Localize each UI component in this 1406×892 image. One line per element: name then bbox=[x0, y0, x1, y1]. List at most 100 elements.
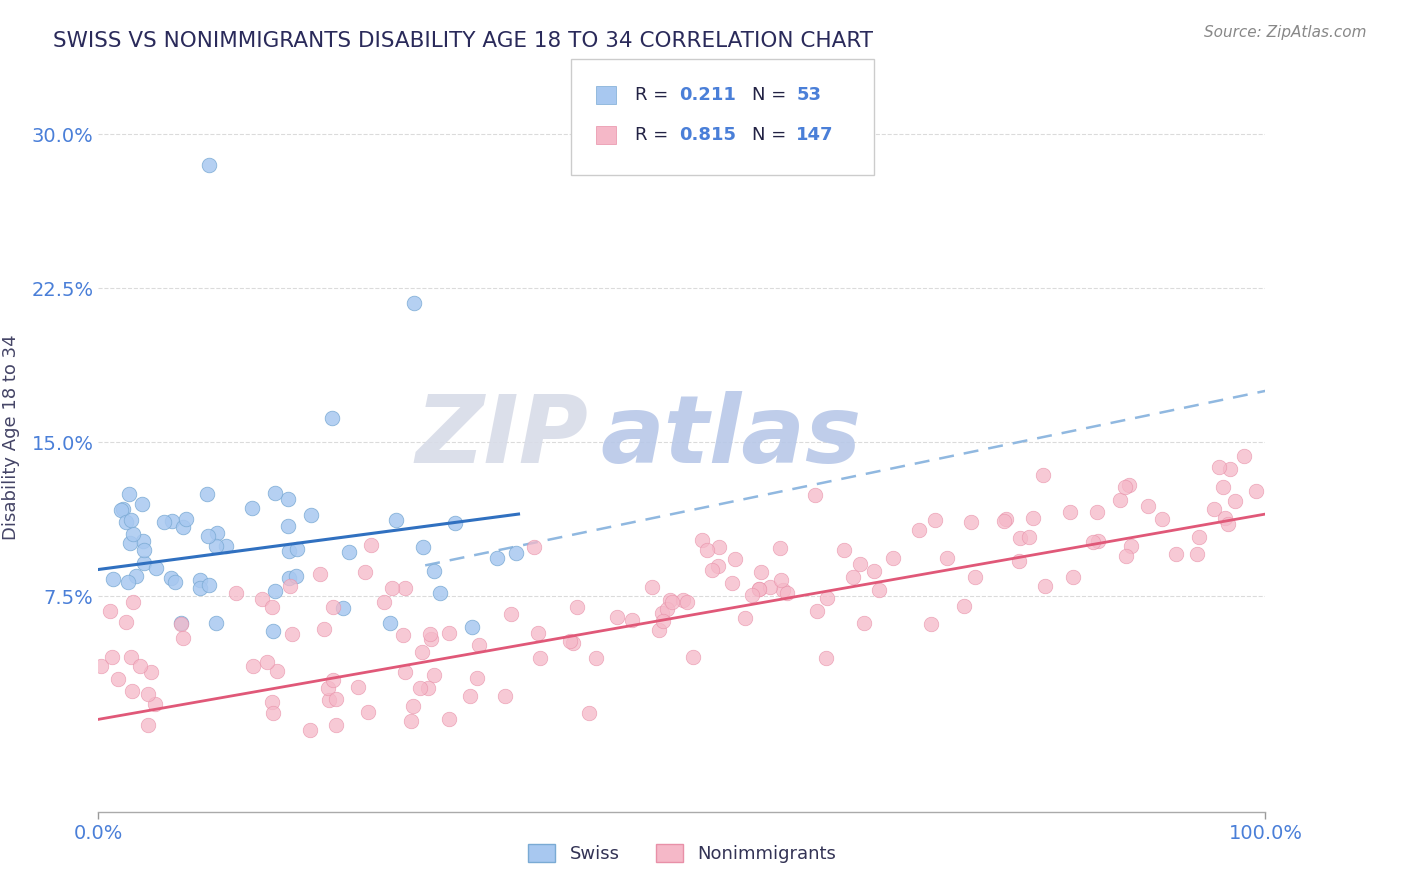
Point bbox=[107, 673, 129, 687]
Point bbox=[863, 564, 886, 578]
Point bbox=[322, 599, 344, 614]
Point bbox=[815, 591, 838, 606]
Point bbox=[606, 609, 628, 624]
Text: Source: ZipAtlas.com: Source: ZipAtlas.com bbox=[1204, 25, 1367, 40]
Point bbox=[770, 573, 793, 587]
Point bbox=[920, 616, 942, 631]
Point bbox=[648, 623, 671, 637]
Point bbox=[936, 551, 959, 566]
Point bbox=[205, 526, 228, 541]
Point bbox=[707, 540, 730, 554]
Point bbox=[429, 586, 451, 600]
Point bbox=[160, 514, 183, 528]
Point bbox=[120, 513, 142, 527]
Point bbox=[100, 604, 122, 618]
Point bbox=[696, 543, 718, 558]
Point bbox=[690, 533, 713, 548]
Point bbox=[240, 500, 263, 515]
Point bbox=[1216, 517, 1239, 532]
Point bbox=[419, 626, 441, 640]
Point bbox=[759, 580, 782, 594]
Point bbox=[661, 595, 683, 609]
Point bbox=[242, 659, 264, 673]
Point bbox=[505, 546, 527, 560]
Point bbox=[197, 529, 219, 543]
Point bbox=[1233, 449, 1256, 463]
Point bbox=[337, 545, 360, 559]
Point bbox=[748, 582, 770, 597]
Point bbox=[458, 689, 481, 703]
Point bbox=[197, 578, 219, 592]
Point bbox=[749, 565, 772, 579]
Point bbox=[832, 543, 855, 558]
Point bbox=[90, 659, 112, 673]
Point bbox=[172, 520, 194, 534]
Point bbox=[120, 649, 142, 664]
Point bbox=[316, 681, 339, 696]
Point bbox=[1208, 459, 1230, 474]
Text: N =: N = bbox=[752, 86, 792, 103]
Point bbox=[172, 631, 194, 645]
Point bbox=[112, 502, 135, 516]
FancyBboxPatch shape bbox=[571, 59, 875, 175]
Point bbox=[1118, 477, 1140, 491]
Point bbox=[501, 607, 523, 621]
Point bbox=[138, 718, 160, 732]
Point bbox=[1062, 570, 1084, 584]
Point bbox=[1219, 462, 1241, 476]
Point bbox=[394, 581, 416, 595]
Point bbox=[423, 564, 446, 578]
Point bbox=[136, 687, 159, 701]
Point bbox=[139, 665, 162, 680]
Point bbox=[205, 539, 228, 553]
Point bbox=[494, 689, 516, 703]
Point bbox=[924, 513, 946, 527]
Point bbox=[1109, 492, 1132, 507]
Point bbox=[842, 569, 865, 583]
Point bbox=[117, 575, 139, 590]
Point bbox=[385, 513, 408, 527]
Point bbox=[993, 514, 1015, 528]
Point bbox=[882, 550, 904, 565]
Text: R =: R = bbox=[636, 126, 675, 145]
Point bbox=[1164, 548, 1187, 562]
Point bbox=[264, 583, 287, 598]
Point bbox=[309, 567, 332, 582]
Point bbox=[1032, 467, 1054, 482]
Point bbox=[399, 714, 422, 728]
Point bbox=[121, 684, 143, 698]
Point bbox=[420, 632, 443, 646]
Point bbox=[280, 627, 302, 641]
Point bbox=[134, 542, 156, 557]
Point bbox=[131, 534, 153, 549]
Text: 0.815: 0.815 bbox=[679, 126, 737, 145]
Point bbox=[125, 569, 148, 583]
Point bbox=[748, 582, 770, 596]
Point bbox=[672, 593, 695, 607]
Point bbox=[115, 515, 138, 529]
Point bbox=[953, 599, 976, 614]
Point bbox=[188, 581, 211, 595]
Text: N =: N = bbox=[752, 126, 792, 145]
Point bbox=[465, 671, 488, 685]
Point bbox=[132, 556, 155, 570]
Point bbox=[262, 706, 284, 721]
Text: ZIP: ZIP bbox=[416, 391, 589, 483]
Point bbox=[264, 486, 287, 500]
Text: SWISS VS NONIMMIGRANTS DISABILITY AGE 18 TO 34 CORRELATION CHART: SWISS VS NONIMMIGRANTS DISABILITY AGE 18… bbox=[53, 31, 873, 51]
Point bbox=[215, 539, 238, 553]
Point bbox=[277, 543, 299, 558]
Point bbox=[204, 615, 226, 630]
Point bbox=[278, 571, 301, 585]
Point bbox=[578, 706, 600, 721]
Point bbox=[357, 706, 380, 720]
Point bbox=[815, 651, 838, 665]
Point bbox=[110, 503, 132, 517]
Point bbox=[145, 560, 167, 574]
Point bbox=[565, 600, 588, 615]
Point bbox=[322, 673, 344, 687]
Point bbox=[1085, 505, 1108, 519]
Point bbox=[1244, 483, 1267, 498]
Point bbox=[360, 538, 382, 552]
Point bbox=[769, 541, 792, 555]
